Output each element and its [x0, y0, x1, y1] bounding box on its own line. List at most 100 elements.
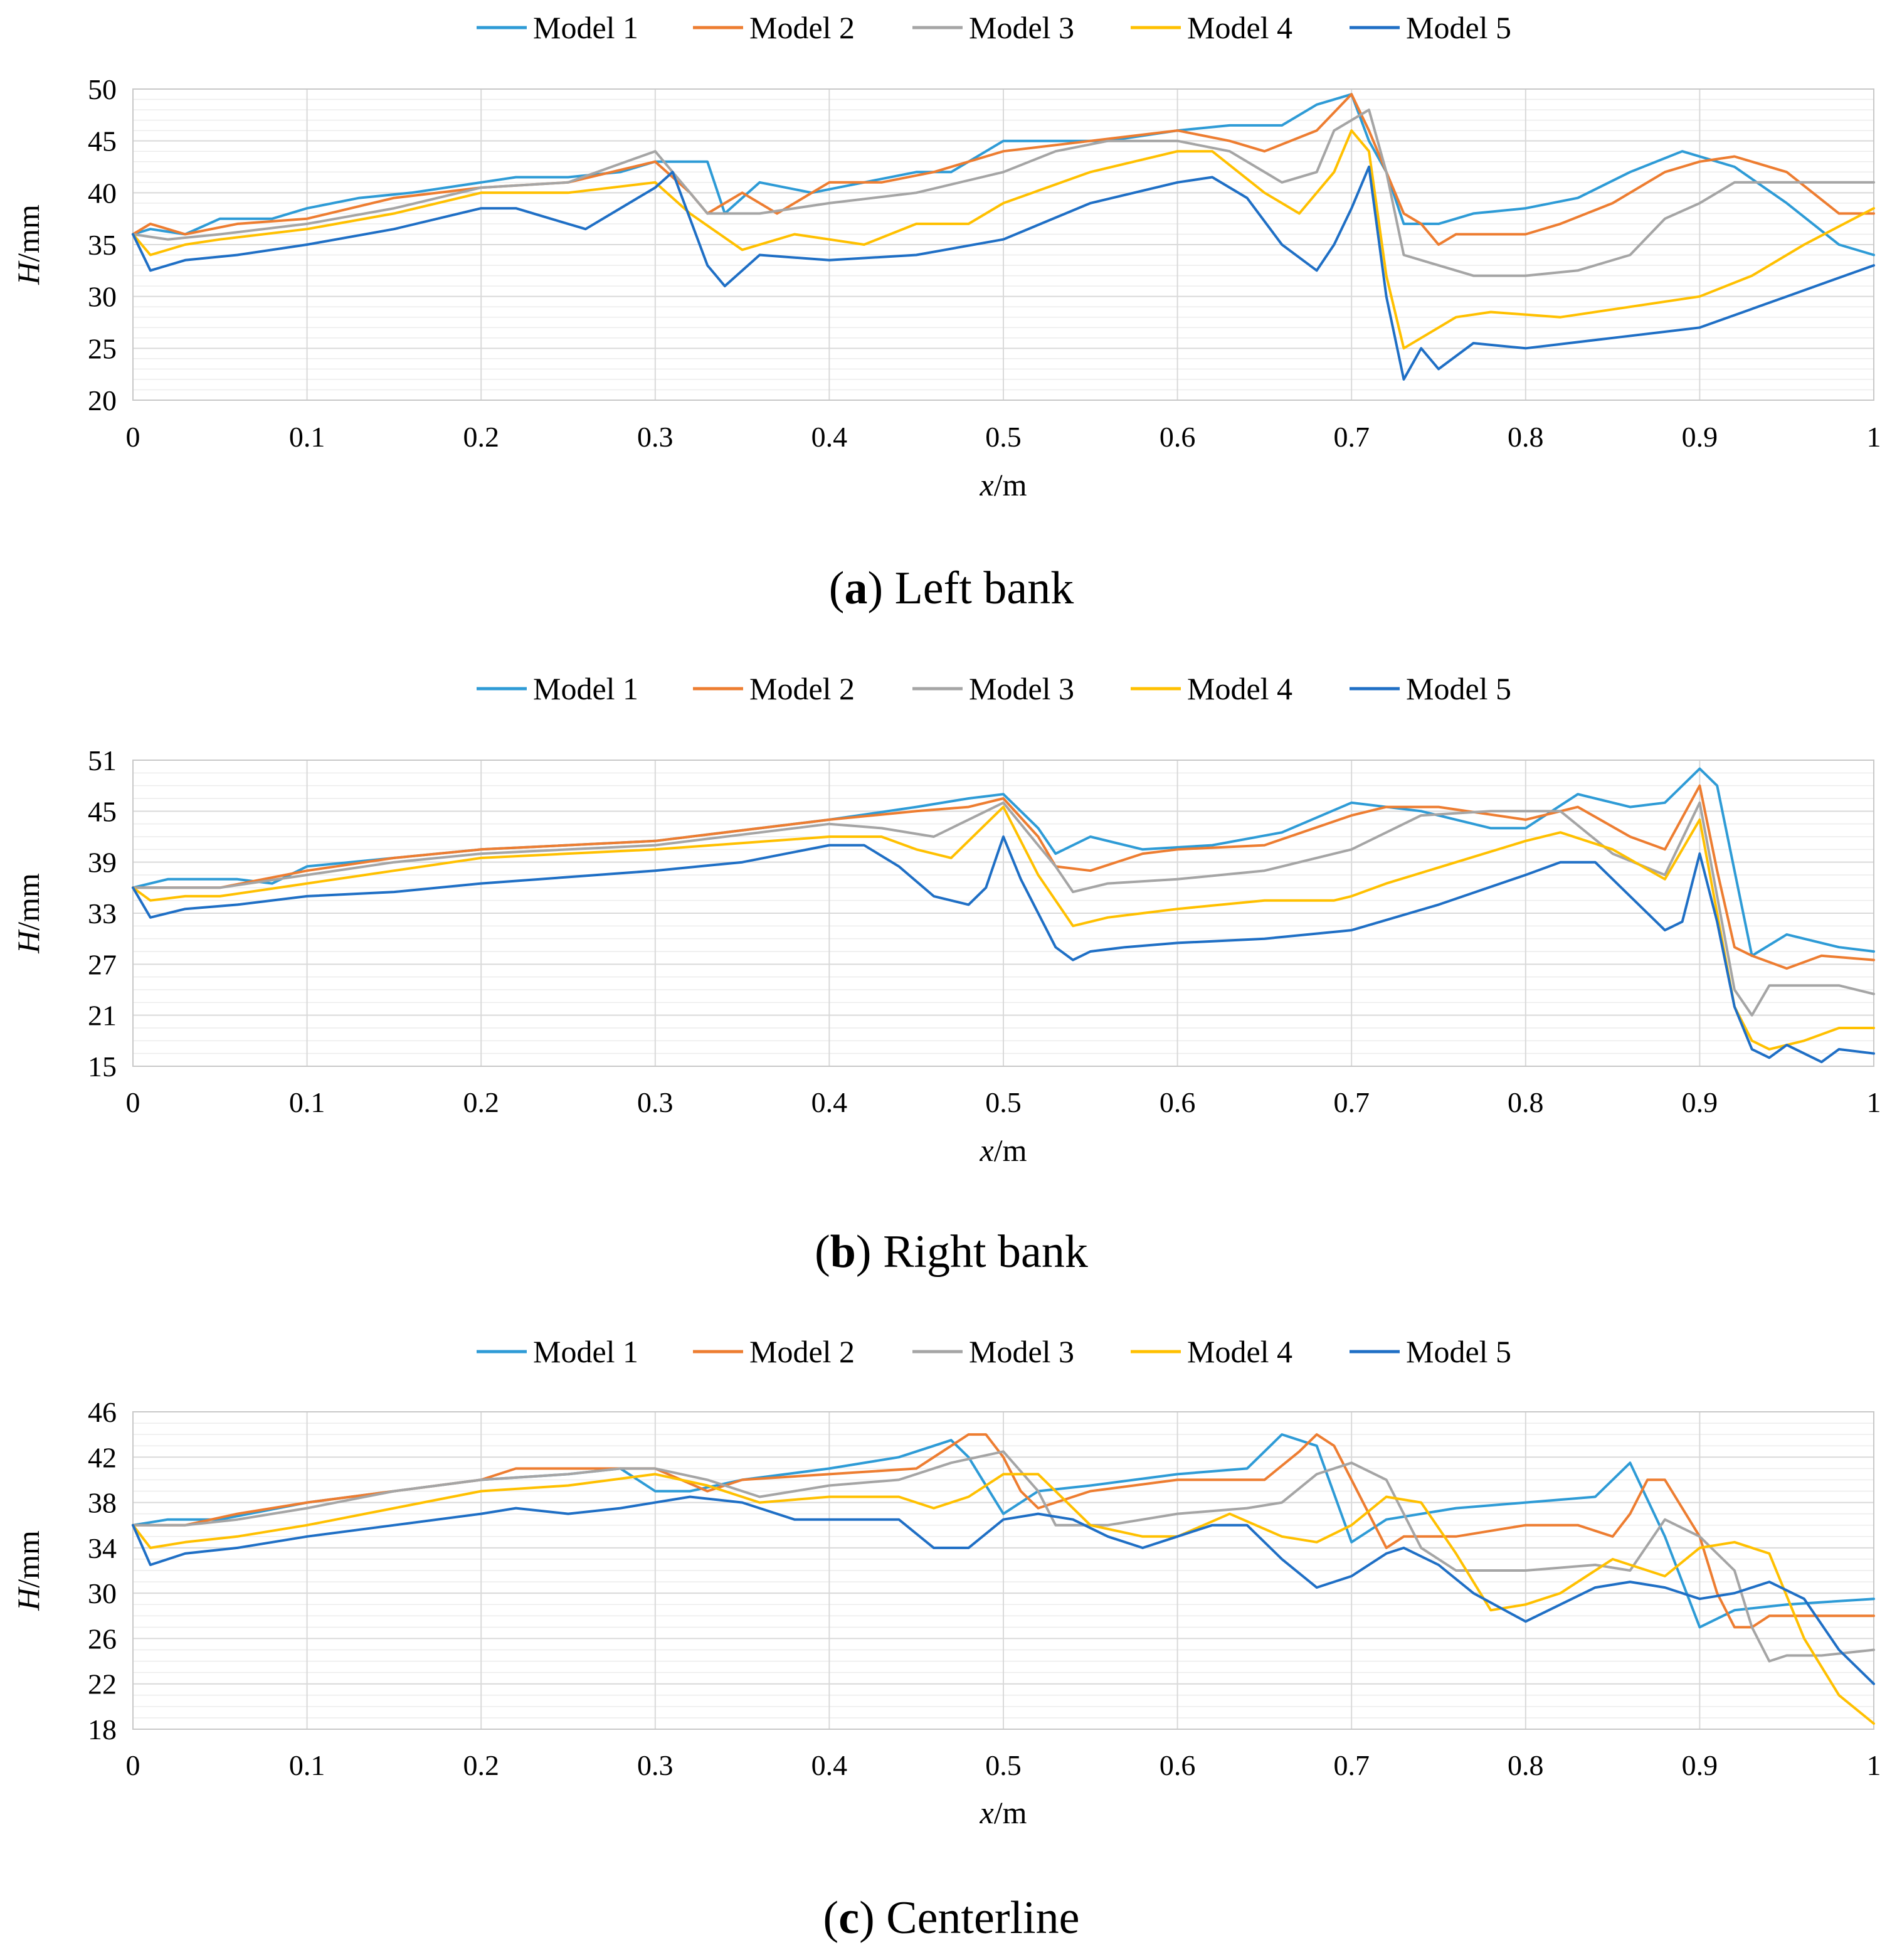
- caption-paren-open: (: [815, 1226, 830, 1278]
- x-tick-label: 0.8: [1508, 1086, 1544, 1118]
- caption-paren-open: (: [823, 1892, 839, 1944]
- x-tick-label: 0.8: [1508, 421, 1544, 453]
- series-line-model-3: [132, 801, 1875, 1017]
- x-axis-unit: /m: [994, 1795, 1027, 1830]
- y-tick-label: 27: [88, 948, 117, 980]
- x-tick-label: 0.7: [1333, 1749, 1370, 1781]
- y-axis-title: H/mm: [11, 873, 46, 954]
- x-tick-label: 0: [126, 421, 140, 453]
- y-tick-label: 25: [88, 332, 117, 364]
- series-line-model-3: [132, 109, 1875, 277]
- x-tick-label: 0.6: [1160, 1749, 1196, 1781]
- legend: Model 1 Model 2 Model 3 Model 4 Model 5: [477, 10, 1511, 45]
- legend-label-model-5: Model 5: [1406, 671, 1511, 706]
- y-tick-label: 38: [88, 1487, 117, 1519]
- legend-label-model-5: Model 5: [1406, 1334, 1511, 1369]
- y-tick-label: 15: [88, 1051, 117, 1083]
- x-tick-label: 0.3: [637, 1749, 674, 1781]
- series-line-model-2: [132, 1433, 1875, 1629]
- y-tick-label: 39: [88, 847, 117, 879]
- series-line-model-5: [132, 166, 1875, 381]
- panel-caption: (a) Left bank: [829, 563, 1074, 614]
- y-axis-unit: /mm: [11, 1530, 46, 1588]
- series-line-model-1: [132, 93, 1875, 257]
- caption-paren-close: ): [856, 1226, 872, 1278]
- caption-title: Centerline: [875, 1892, 1080, 1944]
- y-axis-title: H/mm: [11, 1530, 46, 1611]
- y-tick-label: 45: [88, 125, 117, 157]
- chart-panel-b: 15 21 27 33 39 45 51 0 0.1 0.2 0.3 0.4 0.5 0.6 0.7 0.8 0…: [11, 671, 1881, 1278]
- series-line-model-4: [132, 1473, 1875, 1725]
- y-tick-label: 22: [88, 1668, 117, 1700]
- y-tick-label: 45: [88, 795, 117, 827]
- y-tick-label: 21: [88, 1000, 117, 1032]
- legend-label-model-3: Model 3: [969, 1334, 1074, 1369]
- legend-label-model-2: Model 2: [749, 10, 855, 45]
- x-tick-label: 0.3: [637, 1086, 674, 1118]
- y-tick-label: 26: [88, 1623, 117, 1655]
- x-tick-label: 0: [126, 1086, 140, 1118]
- y-tick-label: 18: [88, 1714, 117, 1745]
- legend-label-model-1: Model 1: [533, 1334, 638, 1369]
- x-axis-symbol: x: [980, 1795, 994, 1830]
- y-tick-label: 35: [88, 229, 117, 261]
- series-line-model-2: [132, 784, 1875, 970]
- x-axis-symbol: x: [980, 467, 994, 502]
- x-tick-label: 0.4: [811, 1086, 848, 1118]
- x-tick-label: 0.6: [1160, 421, 1196, 453]
- x-tick-label: 0.7: [1333, 1086, 1370, 1118]
- chart-panel-a: 20 25 30 35 40 45 50 0 0.1 0.2 0.3 0.4 0.5 0.6 0.7 0.8 0…: [11, 10, 1881, 614]
- y-axis-title: H/mm: [11, 204, 46, 285]
- y-axis-unit: /mm: [11, 873, 46, 931]
- legend: Model 1 Model 2 Model 3 Model 4 Model 5: [477, 671, 1511, 706]
- x-tick-label: 0.2: [463, 421, 499, 453]
- caption-title: Left bank: [883, 563, 1074, 614]
- series-line-model-5: [132, 835, 1875, 1064]
- series-line-model-5: [132, 1495, 1875, 1685]
- x-tick-label: 0.6: [1160, 1086, 1196, 1118]
- y-tick-label: 51: [88, 744, 117, 776]
- legend: Model 1 Model 2 Model 3 Model 4 Model 5: [477, 1334, 1511, 1369]
- plot-area-frame: [132, 88, 1874, 401]
- plot-area-frame: [132, 760, 1874, 1067]
- series-line-model-4: [132, 805, 1875, 1051]
- x-tick-label: 0.5: [985, 1086, 1022, 1118]
- legend-label-model-4: Model 4: [1187, 1334, 1292, 1369]
- x-tick-label: 0.4: [811, 421, 848, 453]
- y-tick-label: 30: [88, 1577, 117, 1609]
- legend-label-model-1: Model 1: [533, 10, 638, 45]
- legend-label-model-1: Model 1: [533, 671, 638, 706]
- caption-paren-close: ): [859, 1892, 875, 1944]
- caption-paren-close: ): [867, 563, 883, 614]
- y-tick-label: 30: [88, 281, 117, 313]
- x-tick-label: 0.7: [1333, 421, 1370, 453]
- panel-caption: (c) Centerline: [823, 1892, 1080, 1944]
- series-line-model-3: [132, 1450, 1875, 1663]
- x-axis-title: x/m: [980, 467, 1027, 502]
- x-axis-title: x/m: [980, 1795, 1027, 1830]
- caption-letter: c: [838, 1892, 859, 1944]
- x-tick-label: 0.9: [1682, 421, 1718, 453]
- x-tick-label: 0.4: [811, 1749, 848, 1781]
- y-tick-label: 50: [88, 73, 117, 105]
- y-tick-label: 20: [88, 384, 117, 416]
- x-tick-label: 0: [126, 1749, 140, 1781]
- legend-label-model-5: Model 5: [1406, 10, 1511, 45]
- caption-letter: b: [830, 1226, 856, 1278]
- legend-label-model-4: Model 4: [1187, 10, 1292, 45]
- legend-label-model-3: Model 3: [969, 10, 1074, 45]
- x-tick-label: 1: [1867, 421, 1881, 453]
- legend-label-model-4: Model 4: [1187, 671, 1292, 706]
- y-axis-symbol: H: [11, 1586, 46, 1611]
- panel-caption: (b) Right bank: [815, 1226, 1088, 1278]
- y-tick-label: 34: [88, 1532, 117, 1564]
- chart-panel-c: 18 22 26 30 34 38 42 46 0 0.1 0.2 0.3 0.4 0.5 0.6 0.7 0.…: [11, 1334, 1881, 1944]
- y-tick-label: 33: [88, 898, 117, 930]
- x-tick-label: 0.2: [463, 1086, 499, 1118]
- caption-paren-open: (: [829, 563, 845, 614]
- x-tick-label: 0.1: [289, 1749, 325, 1781]
- x-axis-symbol: x: [980, 1133, 994, 1168]
- y-tick-label: 42: [88, 1441, 117, 1473]
- caption-title: Right bank: [872, 1226, 1088, 1278]
